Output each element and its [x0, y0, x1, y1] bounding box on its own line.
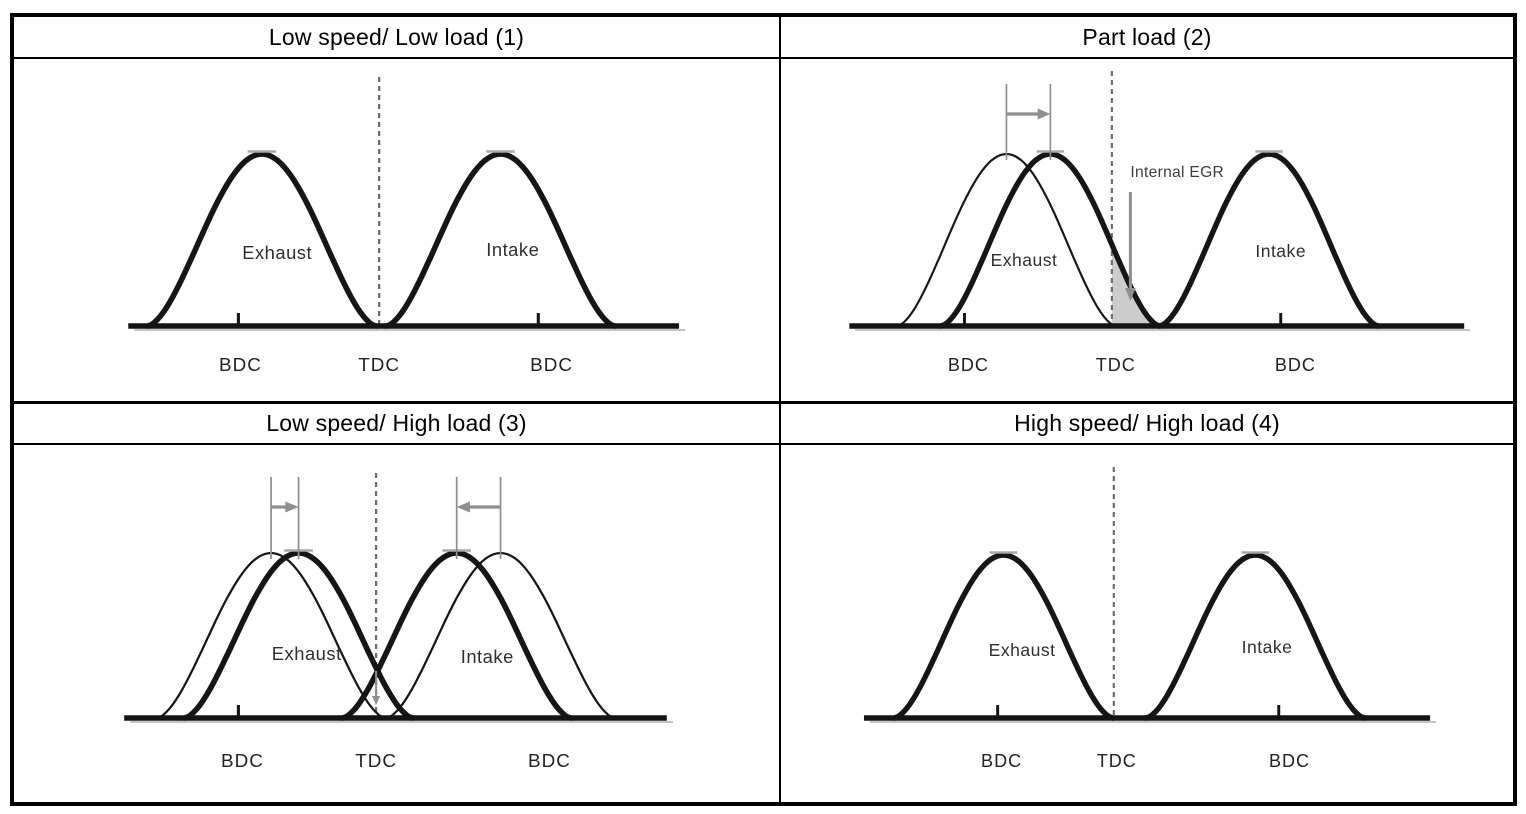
shift-arrow-head [285, 501, 299, 513]
axis-label-tdc: TDC [358, 354, 400, 375]
panel-4-title-cell: High speed/ High load (4) [781, 404, 1513, 445]
axis-label-bdc: BDC [1269, 750, 1310, 771]
exhaust-shifted-label: Exhaust [272, 644, 342, 664]
exhaust-curve [891, 552, 1116, 721]
exhaust-label: Exhaust [242, 243, 312, 263]
internal-egr-arrow-head [1125, 288, 1136, 301]
exhaust-curve [144, 151, 379, 329]
axis-label-bdc: BDC [528, 750, 571, 771]
intake-label: Intake [1255, 241, 1306, 261]
panel-1-title: Low speed/ Low load (1) [268, 23, 525, 50]
panel-1-diagram-cell: Exhaust Intake BDC TDC BDC [14, 59, 781, 404]
exhaust-label: Exhaust [989, 640, 1056, 660]
panel-4-diagram: Exhaust Intake BDC TDC BDC [863, 467, 1436, 771]
panel-3-diagram-cell: Exhaust Intake BDC TDC BDC [14, 445, 781, 802]
panel-4-title: High speed/ High load (4) [1014, 410, 1280, 436]
panel-2-title-cell: Part load (2) [781, 17, 1513, 59]
axis-label-tdc: TDC [355, 750, 397, 771]
axis-label-bdc: BDC [981, 750, 1022, 771]
intake-label: Intake [486, 240, 539, 260]
panel-2-diagram: Internal EGR Exhaust Intake BDC TDC BDC [849, 71, 1471, 375]
intake-original-curve [385, 551, 616, 720]
panel-3-diagram: Exhaust Intake BDC TDC BDC [124, 473, 673, 771]
axis-label-tdc: TDC [1097, 750, 1137, 771]
panel-2-diagram-cell: Internal EGR Exhaust Intake BDC TDC BDC [781, 59, 1513, 404]
axis-label-bdc: BDC [221, 750, 264, 771]
intake-curve [1157, 151, 1381, 329]
exhaust-original-curve [155, 551, 387, 720]
overlap-arrow-head [372, 696, 381, 705]
intake-curve [1143, 552, 1368, 721]
axis-label-bdc: BDC [948, 354, 989, 375]
exhaust-shifted-curve [181, 550, 416, 721]
exhaust-shifted-label: Exhaust [991, 250, 1058, 270]
panel-1-diagram: Exhaust Intake BDC TDC BDC [128, 77, 686, 375]
axis-label-tdc: TDC [1096, 354, 1136, 375]
internal-egr-label: Internal EGR [1130, 164, 1224, 181]
shift-arrow-head [1037, 108, 1051, 120]
panel-2-title: Part load (2) [1082, 23, 1212, 50]
panel-3-title-cell: Low speed/ High load (3) [14, 404, 781, 445]
panel-4-diagram-cell: Exhaust Intake BDC TDC BDC [781, 445, 1513, 802]
intake-curve [383, 151, 618, 329]
panel-1-title-cell: Low speed/ Low load (1) [14, 17, 781, 59]
axis-label-bdc: BDC [1275, 354, 1316, 375]
panel-3-title: Low speed/ High load (3) [266, 410, 527, 436]
shift-arrow-head [456, 501, 470, 513]
intake-label: Intake [1242, 637, 1293, 657]
axis-label-bdc: BDC [219, 354, 262, 375]
intake-shifted-label: Intake [461, 647, 514, 667]
valve-timing-table: Low speed/ Low load (1) Part load (2) Ex… [10, 13, 1517, 806]
axis-label-bdc: BDC [530, 354, 573, 375]
internal-egr-region [1111, 244, 1160, 326]
